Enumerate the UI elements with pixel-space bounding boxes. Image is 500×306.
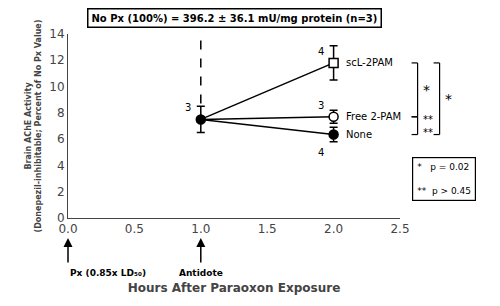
svg-text:10: 10 xyxy=(49,80,64,94)
svg-text:* p = 0.02** p > 0.45: * p = 0.02** p > 0.45 xyxy=(417,162,471,195)
svg-text:****: **** xyxy=(423,114,433,138)
svg-text:None: None xyxy=(346,129,372,140)
svg-text:0.0: 0.0 xyxy=(58,222,77,236)
svg-text:14: 14 xyxy=(49,27,64,41)
svg-text:8: 8 xyxy=(57,106,65,120)
svg-text:scL-2PAM: scL-2PAM xyxy=(346,57,393,68)
svg-text:4: 4 xyxy=(318,147,324,158)
svg-text:3: 3 xyxy=(185,102,191,113)
svg-text:Free 2-PAM: Free 2-PAM xyxy=(346,111,401,122)
svg-text:Px (0.85x LD₅₀): Px (0.85x LD₅₀) xyxy=(70,268,146,278)
svg-text:No Px (100%) = 396.2 ± 36.1 mU: No Px (100%) = 396.2 ± 36.1 mU/mg protei… xyxy=(92,13,378,24)
svg-text:Antidote: Antidote xyxy=(179,268,223,278)
svg-text:0.5: 0.5 xyxy=(125,222,144,236)
svg-text:6: 6 xyxy=(57,132,65,146)
svg-text:3: 3 xyxy=(318,100,324,111)
svg-text:1.0: 1.0 xyxy=(191,222,210,236)
svg-text:*: * xyxy=(423,82,430,98)
svg-text:*: * xyxy=(445,91,452,107)
svg-text:2.5: 2.5 xyxy=(390,222,409,236)
svg-text:0: 0 xyxy=(57,211,65,225)
svg-text:1.5: 1.5 xyxy=(258,222,277,236)
svg-text:4: 4 xyxy=(57,159,65,173)
svg-text:Hours After Paraoxon Exposure: Hours After Paraoxon Exposure xyxy=(128,281,341,295)
svg-text:4: 4 xyxy=(318,46,324,57)
svg-text:2: 2 xyxy=(57,185,65,199)
svg-text:12: 12 xyxy=(49,53,64,67)
svg-text:2.0: 2.0 xyxy=(324,222,343,236)
svg-text:Brain AChE Activity(Donepezil-: Brain AChE Activity(Donepezil-inhibitabl… xyxy=(24,20,43,233)
